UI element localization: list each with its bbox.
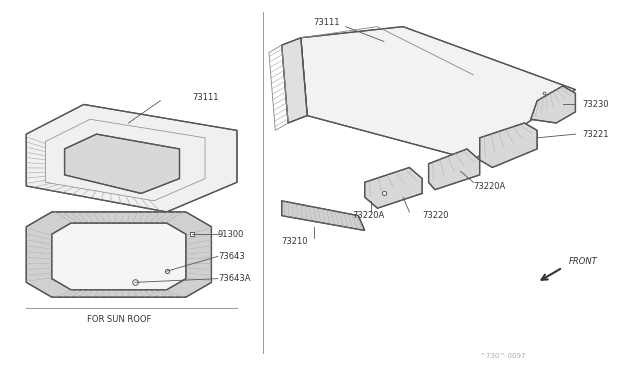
- Text: 73643: 73643: [218, 252, 244, 261]
- Polygon shape: [26, 212, 211, 297]
- Text: 73210: 73210: [282, 237, 308, 246]
- Polygon shape: [65, 134, 179, 193]
- Polygon shape: [282, 38, 307, 123]
- Text: 73230: 73230: [582, 100, 609, 109]
- Polygon shape: [301, 27, 575, 160]
- Polygon shape: [429, 149, 479, 190]
- Text: 73111: 73111: [314, 19, 340, 28]
- Polygon shape: [282, 201, 365, 231]
- Polygon shape: [365, 167, 422, 208]
- Text: 91300: 91300: [218, 230, 244, 239]
- Polygon shape: [26, 105, 237, 212]
- Polygon shape: [52, 223, 186, 290]
- Text: 73220A: 73220A: [473, 182, 506, 190]
- Text: ^730^ 0097: ^730^ 0097: [479, 353, 525, 359]
- Text: 73111: 73111: [192, 93, 219, 102]
- Text: 73221: 73221: [582, 129, 609, 139]
- Text: 73220A: 73220A: [352, 211, 384, 220]
- Text: FRONT: FRONT: [569, 257, 598, 266]
- Text: FOR SUN ROOF: FOR SUN ROOF: [86, 315, 151, 324]
- Polygon shape: [531, 86, 575, 123]
- Text: 73643A: 73643A: [218, 274, 250, 283]
- Text: 73220: 73220: [422, 211, 449, 220]
- Polygon shape: [479, 123, 537, 167]
